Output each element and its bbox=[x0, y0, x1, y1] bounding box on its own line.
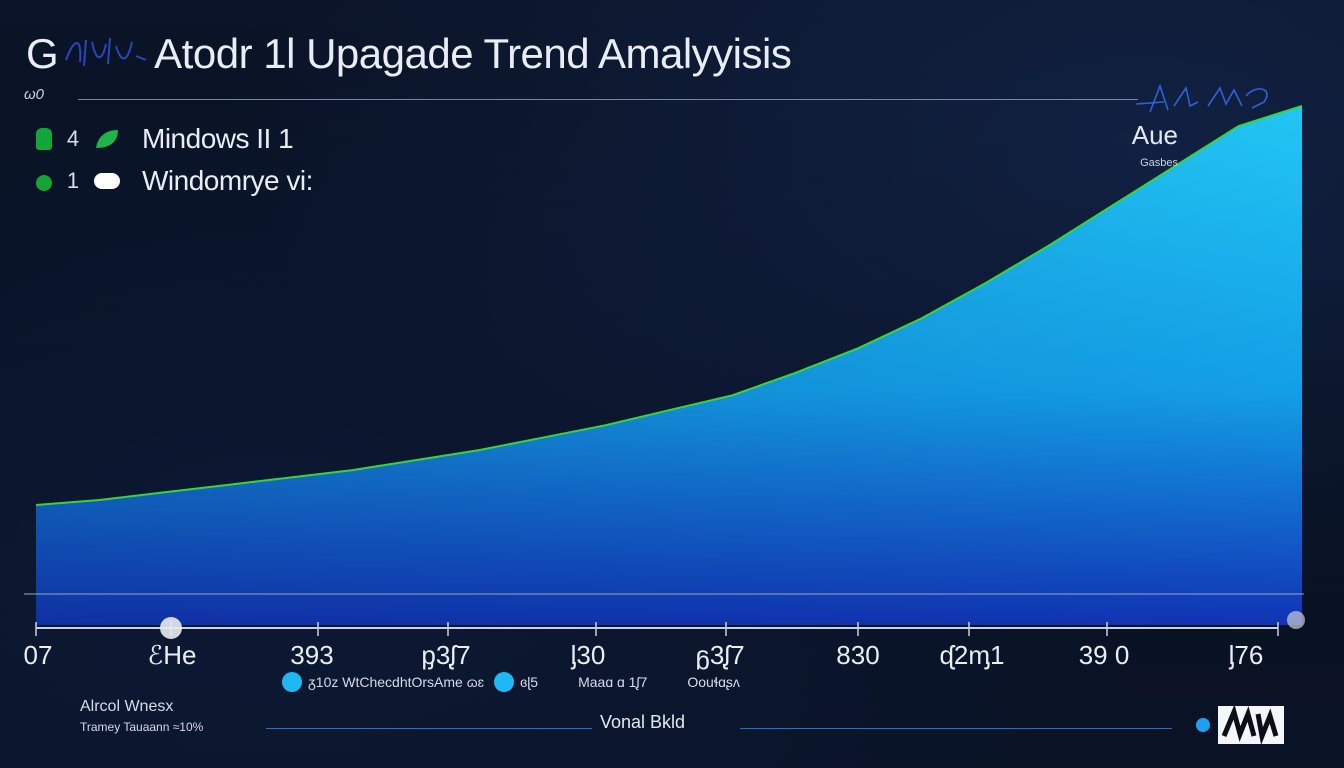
signature-logo-icon bbox=[65, 37, 147, 67]
x-tick-label: ᶅ30 bbox=[571, 640, 606, 670]
legend-marker-icon bbox=[36, 128, 52, 150]
x-tick-label: ᵷ3ᶘ7 bbox=[695, 640, 744, 670]
corner-annotation-main: Aue bbox=[1131, 120, 1178, 150]
footer-legend: ᵹ10z WtChecdhtOrsAme ɷɛ ɞɭ5 Maaɑ ɑ 1ᶘ7 O… bbox=[282, 672, 740, 692]
end-handle[interactable] bbox=[1287, 611, 1305, 629]
footer-dot-icon bbox=[494, 672, 515, 692]
corner-annotation: Aue Gasbes bbox=[1132, 120, 1178, 169]
title-prefix: G bbox=[26, 30, 59, 77]
x-tick-label: 393 bbox=[290, 640, 333, 670]
bottom-divider bbox=[266, 728, 592, 729]
subtitle: ω0 bbox=[24, 86, 45, 103]
x-tick-label: ᶈ3ᶘ7 bbox=[421, 640, 470, 670]
x-tick-label: 07 bbox=[24, 640, 53, 670]
footer-dot-icon bbox=[282, 672, 302, 692]
signature-scribble-icon bbox=[1135, 83, 1268, 113]
x-tick-label: ᶑ2ᶆ1 bbox=[939, 640, 1004, 670]
area-shade bbox=[36, 106, 1302, 625]
legend-marker-icon bbox=[36, 175, 52, 191]
legend-index: 1 bbox=[66, 168, 80, 193]
legend-item[interactable]: 1 Windomrye vi: bbox=[30, 160, 313, 202]
bottom-center-label: Vonal Bkld bbox=[600, 712, 686, 732]
scrubber-handle[interactable] bbox=[160, 617, 182, 639]
footer-legend-item: ᵹ10z WtChecdhtOrsAme ɷɛ bbox=[308, 674, 485, 690]
footer-legend-item: ɞɭ5 bbox=[520, 674, 539, 690]
pill-swatch-icon bbox=[94, 173, 120, 189]
header-divider bbox=[78, 99, 1138, 100]
brand-logo-icon bbox=[1218, 706, 1284, 744]
bottom-left-note: Alrcol Wnesx Tramey Tauaann ≈10% bbox=[80, 698, 203, 734]
leaf-swatch-icon bbox=[96, 130, 118, 148]
legend: 4 Mindows II 1 1 Windomrye vi: bbox=[30, 118, 313, 202]
legend-item[interactable]: 4 Mindows II 1 bbox=[30, 118, 313, 160]
legend-label: Windomrye vi: bbox=[142, 165, 313, 196]
x-tick-label: 39 0 bbox=[1079, 640, 1130, 670]
footer-legend-item: Maaɑ ɑ 1ᶘ7 bbox=[578, 674, 648, 690]
bottom-divider bbox=[740, 728, 1172, 729]
footer-legend-item: Oouɬɑʂʌ bbox=[687, 674, 740, 690]
bottom-left-line: Alrcol Wnesx bbox=[80, 698, 174, 715]
legend-label: Mindows II 1 bbox=[142, 123, 294, 154]
x-tick-label: 830 bbox=[836, 640, 879, 670]
x-tick-label: ℰHe bbox=[148, 640, 197, 670]
legend-index: 4 bbox=[66, 126, 80, 151]
corner-annotation-sub: Gasbes bbox=[1140, 157, 1178, 169]
x-tick-label: ᶅ76 bbox=[1229, 640, 1264, 670]
bottom-left-line: Tramey Tauaann ≈10% bbox=[80, 720, 204, 734]
chart-title: G Atodr 1l Upagade Trend Amalyyisis bbox=[26, 30, 792, 78]
corner-dot-icon bbox=[1196, 718, 1210, 732]
title-main: Atodr 1l Upagade Trend Amalyyisis bbox=[154, 30, 792, 77]
